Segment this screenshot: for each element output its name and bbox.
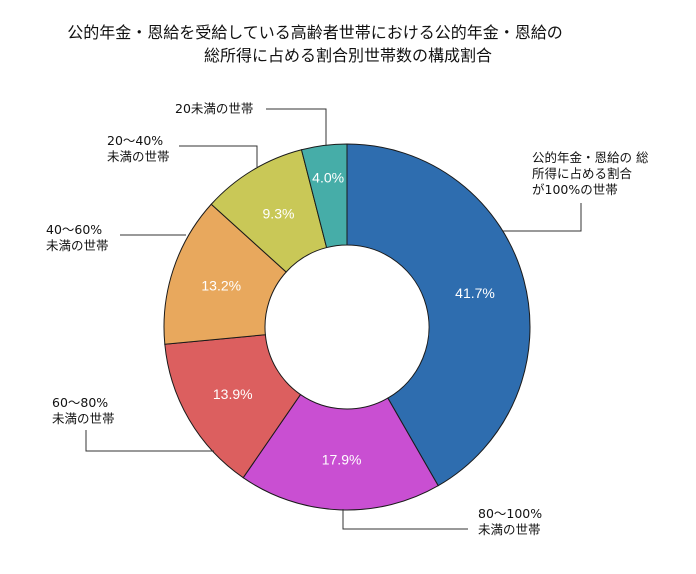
donut-slices <box>163 143 531 511</box>
label-60-80: 60〜80% 未満の世帯 <box>52 395 115 427</box>
leader-line-80-100 <box>342 509 468 530</box>
label-60-80-line1: 60〜80% <box>52 395 109 410</box>
leader-line-20-40 <box>179 145 258 167</box>
leader-lines <box>85 108 582 530</box>
label-80-100-line1: 80〜100% <box>478 506 543 521</box>
label-100pct-line1: 公的年金・恩給の 総 <box>532 150 649 165</box>
leader-line-100 <box>503 203 582 232</box>
label-60-80-line2: 未満の世帯 <box>52 411 115 426</box>
slice-value-label: 17.9% <box>322 451 362 467</box>
label-100pct-line2: 所得に占める割合 <box>532 166 633 181</box>
chart-title-line1: 公的年金・恩給を受給している高齢者世帯における公的年金・恩給の <box>67 23 563 42</box>
label-40-60-line1: 40〜60% <box>46 222 103 237</box>
leader-line-60-80 <box>85 430 214 452</box>
label-40-60: 40〜60% 未満の世帯 <box>46 222 109 254</box>
donut-slice <box>164 334 302 479</box>
label-under-20-line1: 20未満の世帯 <box>175 101 254 116</box>
donut-slice <box>346 143 531 487</box>
chart-title-line2: 総所得に占める割合別世帯数の構成割合 <box>203 46 492 65</box>
label-40-60-line2: 未満の世帯 <box>46 238 109 253</box>
slice-value-label: 13.9% <box>213 386 253 402</box>
donut-slice <box>242 393 439 511</box>
label-80-100: 80〜100% 未満の世帯 <box>478 506 542 538</box>
label-20-40-line2: 未満の世帯 <box>107 149 170 164</box>
donut-slice <box>300 143 348 249</box>
slice-value-label: 13.2% <box>201 277 241 293</box>
slice-value-labels: 41.7% 17.9% 13.9% 13.2% 9.3% 4.0% <box>201 170 494 468</box>
label-under-20: 20未満の世帯 <box>175 101 253 117</box>
label-100pct: 公的年金・恩給の 総 所得に占める割合 が100%の世帯 <box>532 150 648 198</box>
slice-value-label: 9.3% <box>263 206 295 222</box>
leader-line-under-20 <box>266 108 327 145</box>
label-20-40-line1: 20〜40% <box>107 133 164 148</box>
slice-value-label: 4.0% <box>312 170 344 186</box>
label-100pct-line3: が100%の世帯 <box>532 182 618 197</box>
label-80-100-line2: 未満の世帯 <box>478 522 541 537</box>
label-20-40: 20〜40% 未満の世帯 <box>107 133 170 165</box>
slice-value-label: 41.7% <box>455 285 495 301</box>
